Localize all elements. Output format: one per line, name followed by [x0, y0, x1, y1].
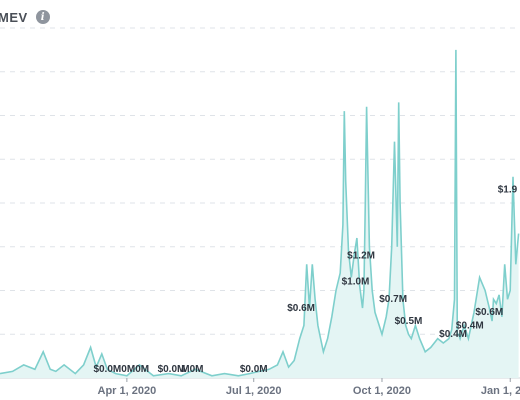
x-tick-label: Apr 1, 2020 [98, 385, 157, 397]
data-label: M0M [181, 364, 203, 375]
data-label: $0.0M [158, 364, 186, 375]
data-label: $0.4M [456, 320, 484, 331]
data-label: $1.9 [498, 185, 518, 196]
data-label: $0.7M [379, 294, 407, 305]
data-label: $0.6M [287, 303, 315, 314]
data-label: $1.0M [342, 277, 370, 288]
info-icon[interactable]: i [35, 10, 50, 24]
data-label: $1.2M [347, 250, 375, 261]
x-tick-label: Jul 1, 2020 [226, 385, 282, 397]
chart-header: MEV i [0, 6, 50, 28]
x-tick-label: Jan 1, 2021 [481, 385, 520, 397]
data-label: $0.6M [475, 307, 503, 318]
x-tick-label: Oct 1, 2020 [353, 385, 411, 397]
grid-lines [0, 27, 520, 379]
chart-title: MEV [0, 9, 28, 25]
series-area-fill [0, 49, 519, 379]
data-label: $0.0M [240, 364, 268, 375]
data-label: $0.4M [439, 329, 467, 340]
x-axis-ticks: Apr 1, 2020 Jul 1, 2020 Oct 1, 2020 Jan 1, … [98, 378, 520, 397]
data-label: $0.0M [93, 364, 121, 375]
data-label: 0M [121, 364, 135, 375]
data-label: 0M [135, 364, 149, 375]
series-line [0, 49, 520, 377]
data-label: $0.5M [395, 316, 423, 327]
